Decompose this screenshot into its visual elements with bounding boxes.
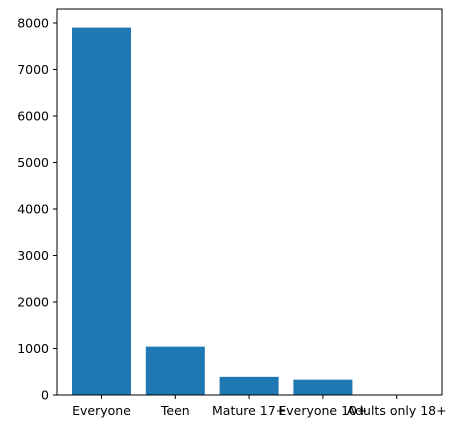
y-tick-label-0: 0 — [41, 388, 49, 403]
bar-2 — [219, 376, 279, 395]
y-tick-label-5: 5000 — [17, 155, 49, 170]
x-tick-label-2: Mature 17+ — [212, 403, 286, 418]
bar-1 — [145, 346, 205, 395]
y-tick-label-1: 1000 — [17, 341, 49, 356]
y-axis: 0 1000 2000 3000 4000 5000 6000 7000 8000 — [17, 15, 57, 403]
y-tick-label-3: 3000 — [17, 248, 49, 263]
plot-frame — [56, 8, 443, 396]
x-tick-label-4: Adults only 18+ — [347, 403, 447, 418]
bars-group — [72, 27, 427, 395]
y-tick-label-6: 6000 — [17, 108, 49, 123]
x-tick-label-3: Everyone 10+ — [278, 403, 367, 418]
y-tick-label-2: 2000 — [17, 294, 49, 309]
x-tick-label-1: Teen — [160, 403, 190, 418]
y-tick-label-8: 8000 — [17, 15, 49, 30]
x-tick-label-0: Everyone — [72, 403, 131, 418]
x-axis: Everyone Teen Mature 17+Everyone 10+Adults… — [72, 395, 447, 418]
bar-0 — [72, 27, 131, 395]
y-tick-label-7: 7000 — [17, 62, 49, 77]
bar-3 — [293, 379, 353, 395]
y-tick-label-4: 4000 — [17, 201, 49, 216]
